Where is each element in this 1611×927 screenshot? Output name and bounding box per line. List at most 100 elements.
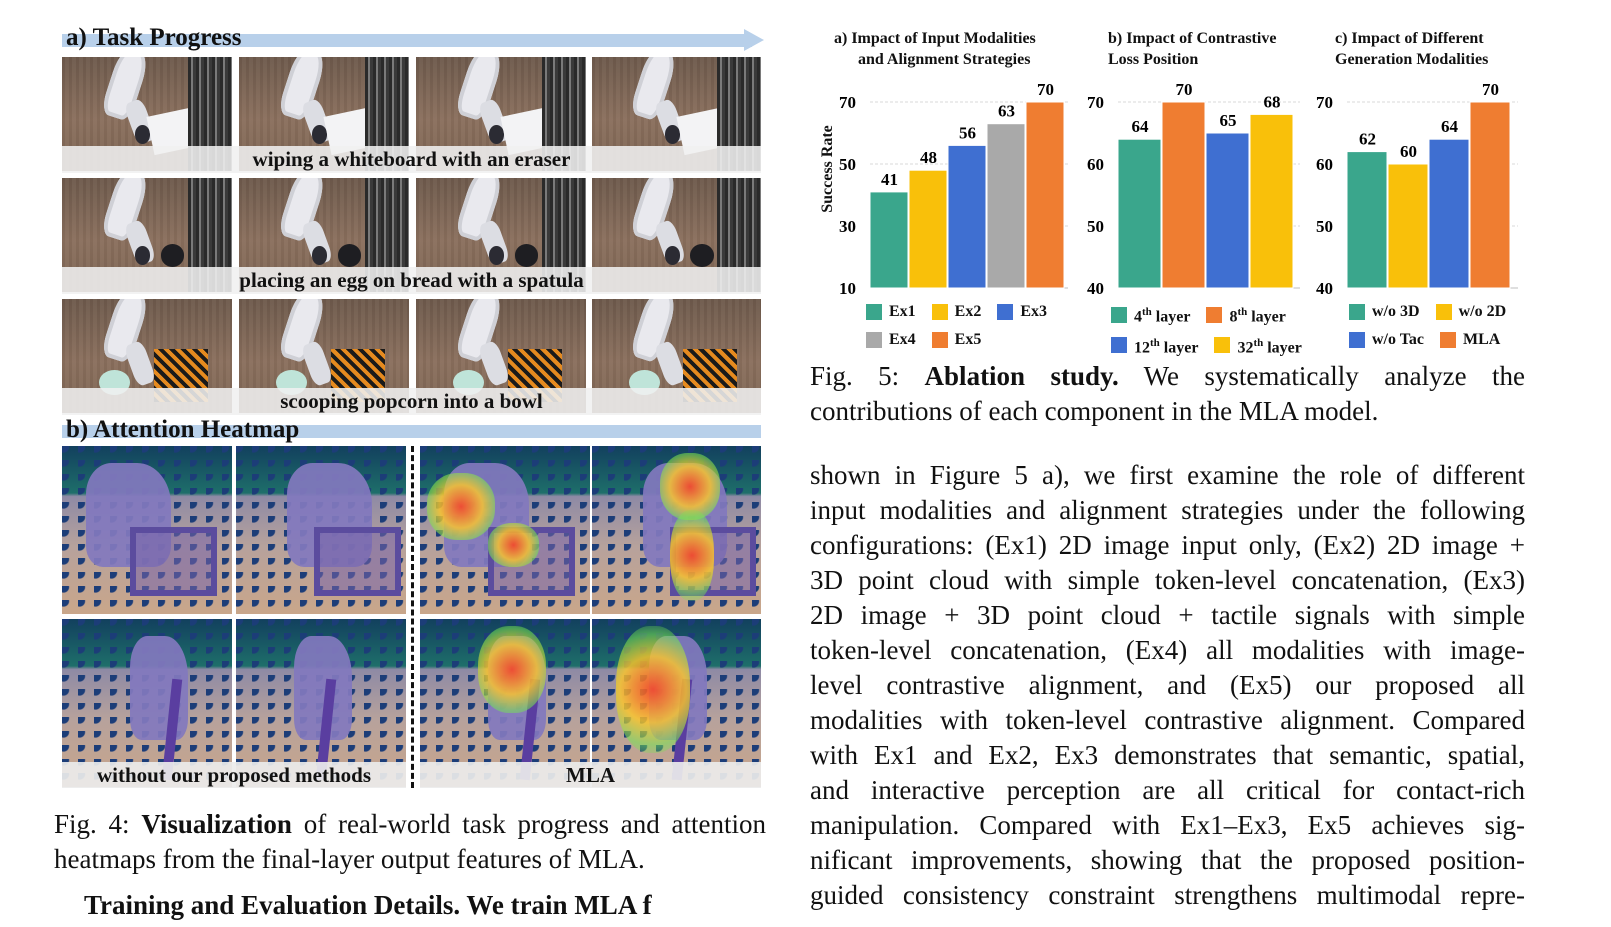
legend-label: w/o 2D [1458,303,1507,320]
data-label: 70 [1482,80,1499,99]
data-label: 48 [920,148,937,167]
body-line: nificant improvements, showing that the … [810,845,1525,875]
figure-4-caption: Fig. 4: Visualization of real-world task… [54,807,766,877]
bar [1428,138,1470,289]
legend-label: Ex4 [889,331,916,348]
legend-swatch [866,332,882,348]
y-tick-label: 70 [1316,93,1333,112]
bar [947,144,987,289]
y-tick-label: 30 [839,217,856,236]
legend-label: Ex3 [1020,303,1048,320]
chart-a-legend: Ex1 Ex2 Ex3 Ex4 Ex5 [866,300,1096,356]
heatmap-image [592,446,761,614]
bar [869,191,909,289]
y-tick-label: 10 [839,279,856,298]
legend-swatch [1111,337,1127,354]
legend-swatch [866,304,882,320]
next-paragraph-fragment: Training and Evaluation Details. We trai… [84,890,652,920]
legend-swatch [1435,304,1452,320]
body-line: 3D point cloud with simple token-level c… [810,565,1525,595]
chart-a-title-line2: and Alignment Strategies [858,51,1031,68]
heatmap-image [592,619,761,787]
task-caption: scooping popcorn into a bowl [62,388,761,415]
caption-text: of real-world task progress and attentio… [54,809,766,874]
body-paragraph: shown in Figure 5 a), we first examine t… [810,458,1525,913]
chart-a-title: a) Impact of Input Modalities and Alignm… [834,28,1036,70]
heatmap-image [236,619,406,787]
y-tick-label: 70 [839,93,856,112]
task-progress-bar [62,34,752,47]
chart-c-title-line2: Generation Modalities [1335,51,1489,68]
y-tick-label: 60 [1087,155,1104,174]
chart-c-title-line1: c) Impact of Different [1335,30,1484,47]
y-tick-label: 70 [1087,93,1104,112]
heatmap-image [420,446,590,614]
task-progress-title: a) Task Progress [66,24,242,51]
legend-item: w/o Tac [1349,328,1424,352]
attention-heatmap-title: b) Attention Heatmap [66,416,300,443]
legend-swatch [997,304,1014,320]
data-label: 56 [959,123,976,142]
chart-b-title-line1: b) Impact of Contrastive [1108,30,1277,47]
data-label: 63 [998,102,1015,121]
legend-item: Ex1 [866,300,916,324]
chart-c-legend: w/o 3D w/o 2D w/o Tac MLA [1349,300,1549,356]
caption-bold: Visualization [141,809,292,839]
task-progress-arrow [744,29,764,51]
legend-label: 8th layer [1229,306,1286,326]
bar [1205,132,1250,289]
data-label: 68 [1264,92,1281,111]
y-tick-label: 60 [1316,155,1333,174]
legend-swatch [931,332,948,348]
heatmap-caption-baseline: without our proposed methods [62,762,406,788]
y-tick-label: 40 [1087,279,1104,298]
y-tick-label: 40 [1316,279,1333,298]
heatmap-divider [411,446,414,788]
heatmap-image [420,619,590,787]
y-tick-label: 50 [1087,217,1104,236]
legend-swatch [1111,306,1127,323]
body-line: with Ex1 and Ex2, Ex3 demonstrates that … [810,740,1525,770]
legend-label: 32th layer [1237,336,1302,356]
chart-b-title-line2: Loss Position [1108,51,1199,68]
body-line: manipulation. Compared with Ex1–Ex3, Ex5… [810,810,1525,840]
body-line: configurations: (Ex1) 2D image input onl… [810,530,1525,560]
chart-b-title: b) Impact of Contrastive Loss Position [1108,28,1276,70]
chart-b-legend: 4th layer 8th layer 12th layer 32th layer [1111,300,1326,361]
charts-svg: 10 30 50 70 41 48 56 63 70 40 50 60 70 64 70 65 68 40 50 60… [839,80,1518,298]
heatmap-caption-mla: MLA [420,762,761,788]
body-line: level contrastive alignment, and (Ex5) o… [810,670,1525,700]
bar [1025,101,1065,289]
y-tick-label: 50 [839,155,856,174]
bar [1387,163,1429,289]
body-line: token-level concatenation, (Ex4) all mod… [810,635,1525,665]
body-line: guided consistency constraint strengthen… [810,880,1525,910]
bar [986,123,1026,289]
body-line: and interactive perception are all criti… [810,775,1525,805]
caption-text: We systematically analyze the contributi… [810,361,1525,426]
legend-swatch [1440,332,1457,348]
heatmap-image [236,446,406,614]
body-line: shown in Figure 5 a), we first examine t… [810,460,1525,490]
data-label: 70 [1176,80,1193,99]
legend-item: 4th layer [1111,300,1190,329]
chart-a-title-line1: a) Impact of Input Modalities [834,30,1036,47]
heatmap-image [62,446,232,614]
bar [1161,101,1206,289]
legend-label: Ex5 [954,331,982,348]
body-line: modalities with token-level contrastive … [810,705,1525,735]
legend-item: 32th layer [1214,331,1302,360]
legend-label: MLA [1463,331,1501,348]
data-label: 70 [1037,80,1054,99]
legend-label: w/o Tac [1372,331,1425,348]
bar [908,169,948,289]
caption-prefix: Fig. 4: [54,809,130,839]
legend-item: Ex5 [931,328,982,352]
data-label: 65 [1220,111,1237,130]
task-caption: placing an egg on bread with a spatula [62,267,761,294]
legend-label: Ex2 [954,303,982,320]
heatmap-image [62,619,232,787]
task-caption: wiping a whiteboard with an eraser [62,146,761,173]
legend-item: w/o 3D [1349,300,1420,324]
legend-label: 4th layer [1134,306,1191,326]
